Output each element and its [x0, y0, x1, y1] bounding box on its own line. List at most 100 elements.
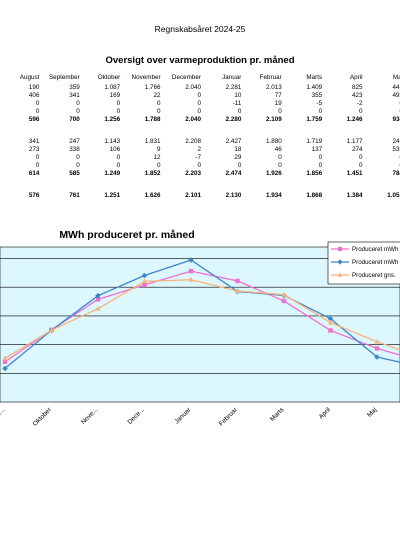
table-cell: 10	[234, 92, 242, 99]
table-cell: -11	[232, 100, 242, 107]
table-cell: 576	[28, 192, 40, 199]
table-cell: 1.868	[306, 192, 323, 199]
table-cell: 355	[311, 92, 323, 99]
table-cell: 0	[76, 162, 80, 169]
table-cell: 137	[311, 146, 323, 153]
table-cell: 29	[234, 154, 242, 161]
table-cell: 0	[359, 108, 363, 115]
table-cell: 2.280	[225, 116, 242, 123]
table-cell: 0	[116, 162, 121, 169]
table-cell: 539	[392, 146, 400, 153]
legend-marker	[338, 247, 342, 251]
table-cell: 0	[197, 108, 201, 115]
column-header-januar: Januar	[222, 73, 242, 81]
table-spacer-cell	[0, 178, 400, 192]
table-cell: 761	[69, 192, 80, 199]
table-cell: 341	[69, 92, 80, 99]
table-cell: 2.101	[185, 192, 201, 199]
column-header-marts: Marts	[306, 73, 323, 81]
table-cell: 614	[28, 170, 40, 177]
table-cell: 423	[352, 92, 363, 99]
table-cell: 12	[153, 154, 161, 161]
table-cell: 341	[28, 138, 40, 145]
table-cell: 1.246	[346, 116, 363, 123]
table-cell: 825	[352, 84, 363, 91]
legend-marker	[337, 272, 343, 277]
column-header-december: December	[171, 73, 201, 81]
table-cell: 1.880	[265, 138, 282, 145]
data-point	[374, 338, 380, 344]
table-cell: 106	[109, 146, 121, 153]
data-point	[234, 288, 241, 293]
document-title: Regnskabsåret 2024-25	[154, 24, 246, 34]
table-cell: 0	[116, 154, 121, 161]
table-cell: 0	[366, 154, 400, 162]
column-header-oktober: Oktober	[97, 73, 121, 81]
table-row: 83412471.1431.8312.2082.4271.8801.7191.1…	[0, 138, 400, 146]
series-line	[4, 259, 400, 369]
table-cell: 1.256	[104, 116, 121, 123]
data-point	[141, 278, 148, 284]
legend-label: Produceret gns.	[352, 272, 396, 279]
table-cell: 0	[278, 162, 282, 169]
table-cell: 2.109	[265, 116, 282, 123]
legend-label: Produceret mWh 2023-24	[352, 259, 400, 266]
table-cell: 0	[35, 162, 40, 169]
table-cell: 1.251	[104, 192, 121, 199]
data-point	[327, 319, 334, 325]
table-cell: 1.409	[306, 84, 323, 91]
table-row: 41903591.0871.7662.0402.2812.0131.409825…	[0, 84, 400, 92]
table-cell: 22	[153, 92, 161, 99]
table-total-row: 85767611.2511.6262.1012.1301.9341.8681.3…	[0, 192, 400, 200]
data-point	[374, 354, 380, 360]
data-point	[281, 298, 287, 304]
table-cell: 1.766	[144, 84, 161, 91]
data-point	[281, 291, 287, 297]
table-cell: 9	[157, 146, 161, 153]
table-cell: 934	[392, 116, 400, 123]
table-header-row: August September Oktober November Decemb…	[0, 70, 400, 84]
table-cell: -5	[316, 100, 323, 107]
table-cell: 0	[366, 100, 400, 108]
data-point	[2, 359, 8, 365]
table-cell: 1.051	[387, 192, 400, 199]
table-cell: 1.249	[104, 170, 121, 177]
table-cell: 359	[69, 84, 80, 91]
table-cell: 0	[76, 100, 80, 107]
table-cell: 0	[359, 162, 363, 169]
column-header-august: August	[19, 73, 40, 81]
data-point	[2, 365, 8, 372]
table-cell: 2.130	[225, 192, 242, 199]
table-cell: 1.856	[306, 170, 323, 177]
table-row: 3273338106921846137274539	[0, 146, 400, 154]
column-header-april: April	[349, 73, 363, 81]
table-cell: 245	[392, 138, 400, 145]
production-table: August September Oktober November Decemb…	[0, 70, 400, 200]
data-point	[95, 292, 101, 299]
column-header-maj: Maj	[392, 73, 400, 81]
data-point	[142, 282, 147, 288]
table-cell: 247	[69, 138, 80, 145]
table-cell: 585	[69, 170, 80, 177]
table-cell: 1.087	[104, 84, 121, 91]
data-point	[188, 268, 194, 274]
table-spacer-row	[0, 178, 400, 192]
legend-label: Produceret mWh 2024-25	[352, 246, 400, 253]
table-cell: 700	[69, 116, 80, 123]
table-cell: 441	[392, 84, 400, 91]
table-cell: 2.208	[185, 138, 201, 145]
table-cell: 1.831	[144, 138, 161, 145]
chart-legend: Produceret mWh 2024-25 Produceret mWh 202…	[327, 241, 400, 285]
column-header-november: November	[131, 73, 161, 81]
table-cell: 0	[35, 154, 40, 161]
data-point	[2, 355, 8, 361]
column-header-februar: Februar	[259, 73, 282, 81]
table-cell: 1.852	[144, 170, 161, 177]
table-cell: 0	[237, 108, 242, 115]
table-cell: 1.719	[306, 138, 323, 145]
table-cell: 0	[366, 162, 400, 170]
table-cell: 0	[318, 154, 323, 161]
